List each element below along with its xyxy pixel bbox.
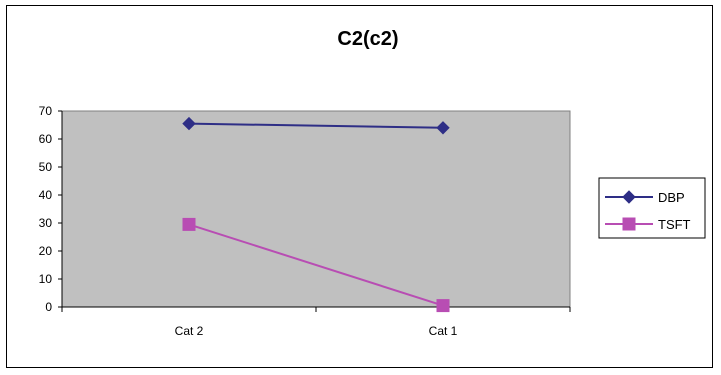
legend-label: DBP [658,190,685,205]
data-point [182,217,196,231]
plot-area [61,110,571,308]
series-line [188,122,444,129]
axes: 0 10 20 30 40 50 60 70 Cat 2 Cat 1 [39,104,571,338]
series-line [188,223,444,307]
legend-item: DBP [605,190,685,205]
legend-marker [622,217,636,231]
y-tick-label: 40 [39,188,53,202]
data-point [436,121,450,135]
legend-label: TSFT [658,217,691,232]
legend-box [598,177,706,239]
series-dbp [182,116,450,135]
y-tick-label: 0 [45,300,52,314]
y-tick-label: 50 [39,160,53,174]
chart-title: C2(c2) [337,28,398,50]
y-tick-label: 70 [39,104,53,118]
y-tick-label: 10 [39,272,53,286]
x-tick-label: Cat 2 [175,324,204,338]
series-layer [182,116,450,313]
data-point [436,299,450,313]
series-tsft [182,217,450,313]
legend-item: TSFT [605,217,691,232]
y-tick-label: 20 [39,244,53,258]
data-point [182,116,196,131]
legend: DBP TSFT [598,177,706,239]
x-tick-label: Cat 1 [429,324,458,338]
legend-marker [622,190,636,204]
y-tick-label: 60 [39,132,53,146]
y-tick-label: 30 [39,216,53,230]
